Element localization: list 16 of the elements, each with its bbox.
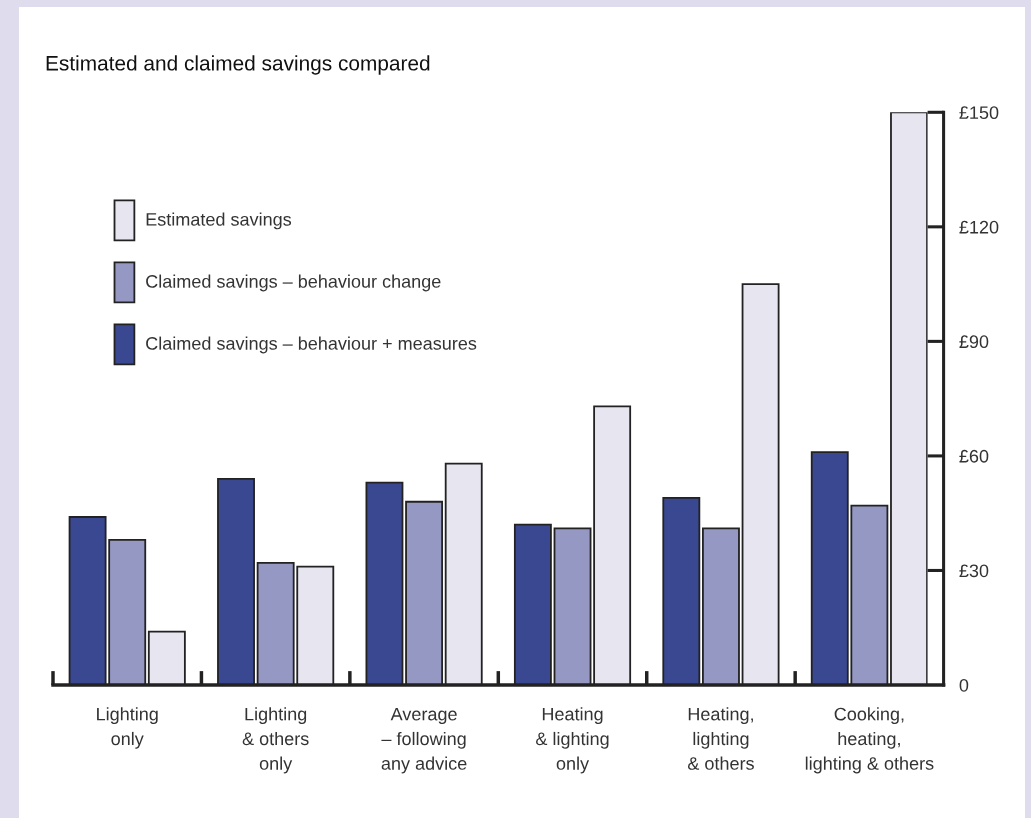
- x-tick-label: Lighting & others only: [242, 707, 309, 774]
- y-tick-label: £60: [959, 449, 989, 463]
- x-tick-label: Lighting only: [97, 707, 158, 749]
- x-tick-label: Average – following any advice: [381, 707, 467, 774]
- x-tick-label: Heating & lighting only: [536, 707, 609, 774]
- x-tick-label: Cooking, heating, lighting & others: [805, 707, 934, 774]
- legend-label: Claimed savings – behaviour change: [146, 274, 441, 292]
- y-tick-label: £120: [959, 220, 999, 234]
- y-tick-label: £30: [959, 564, 989, 578]
- y-tick-label: £90: [959, 335, 989, 349]
- y-tick-label: £150: [959, 106, 999, 120]
- x-tick-label: Heating, lighting & others: [687, 707, 754, 770]
- legend-label: Claimed savings – behaviour + measures: [146, 336, 477, 354]
- legend-label: Estimated savings: [146, 212, 292, 230]
- chart-title: Estimated and claimed savings compared: [46, 55, 430, 75]
- y-tick-label: 0: [959, 678, 969, 692]
